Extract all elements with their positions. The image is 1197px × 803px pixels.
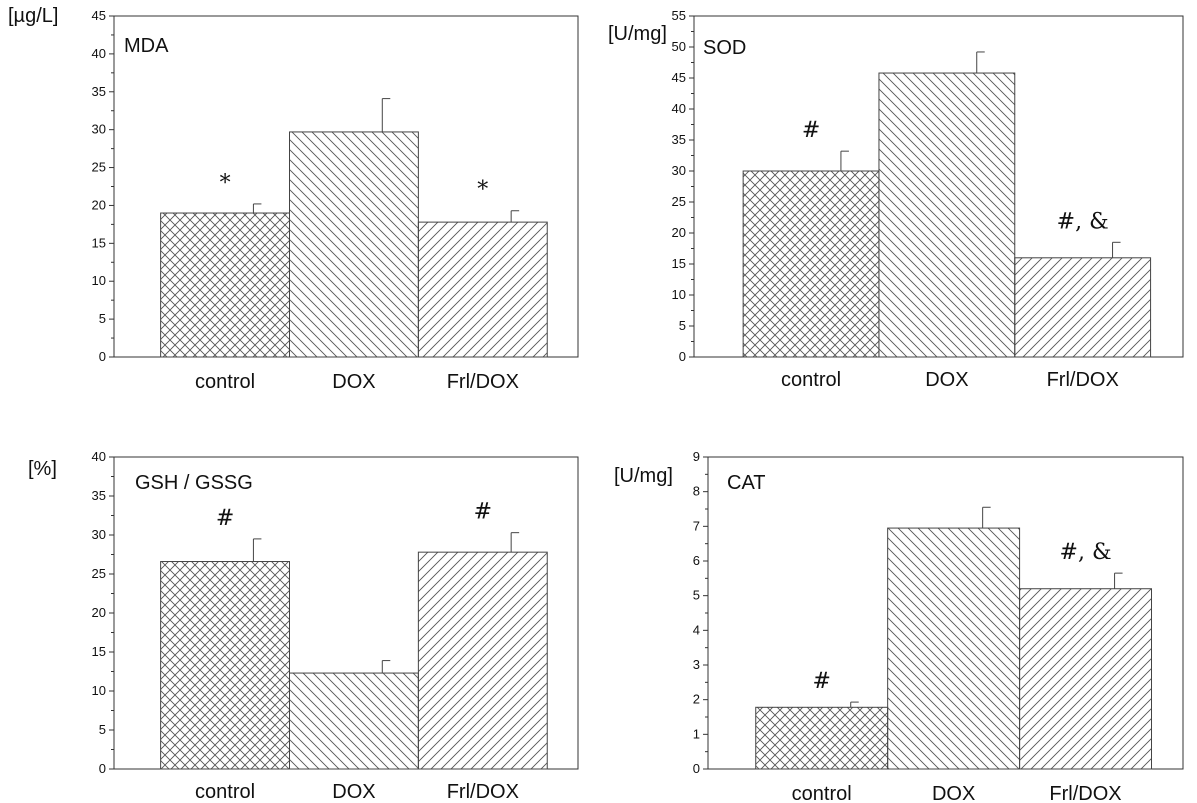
y-tick-label: 40 [92,46,106,61]
y-axis-unit-label: [%] [28,458,57,480]
y-tick-label: 10 [92,683,106,698]
y-tick-label: 40 [92,449,106,464]
y-tick-label: 10 [672,287,686,302]
y-tick-label: 3 [693,657,700,672]
y-tick-label: 25 [672,194,686,209]
panel-title: CAT [727,472,766,494]
y-tick-label: 15 [672,256,686,271]
x-category-label: DOX [925,369,968,391]
bar-dox [887,527,1021,770]
y-tick-label: 45 [92,8,106,23]
y-tick-label: 50 [672,39,686,54]
y-tick-label: 1 [693,726,700,741]
bar-dox [289,131,419,358]
y-tick-label: 20 [672,225,686,240]
significance-marker: # [474,500,492,525]
bar-control [160,212,291,358]
y-axis-unit-label: [U/mg] [608,23,667,45]
x-category-label: Frl/DOX [1047,369,1119,391]
bar-frl-dox [417,221,548,358]
y-tick-label: 5 [693,588,700,603]
bar-dox [289,672,419,770]
y-tick-label: 5 [679,318,686,333]
y-tick-label: 0 [679,349,686,364]
panel-title: GSH / GSSG [135,472,253,494]
x-category-label: control [781,369,841,391]
bar-frl-dox [1014,257,1152,358]
y-tick-label: 25 [92,160,106,175]
y-tick-label: 20 [92,197,106,212]
significance-marker: * [477,178,488,203]
y-tick-label: 6 [693,553,700,568]
y-axis-unit-label: [U/mg] [614,465,673,487]
significance-marker: # [216,506,234,531]
y-tick-label: 2 [693,692,700,707]
y-tick-label: 8 [693,484,700,499]
y-tick-label: 0 [99,349,106,364]
y-tick-label: 5 [99,311,106,326]
x-category-label: Frl/DOX [447,781,519,803]
y-tick-label: 15 [92,235,106,250]
y-tick-label: 0 [99,761,106,776]
panel-title: SOD [703,37,746,59]
bar-control [742,170,880,358]
x-category-label: control [195,371,255,393]
x-category-label: DOX [332,371,375,393]
y-tick-label: 55 [672,8,686,23]
chart-panel-3: 0 5 10 15 20 25 30 35 40 # control DOX # Frl/DOX [%] GS… [28,449,579,803]
y-tick-label: 20 [92,605,106,620]
y-tick-label: 35 [672,132,686,147]
y-tick-label: 10 [92,273,106,288]
bar-control [755,706,889,770]
x-category-label: DOX [332,781,375,803]
y-tick-label: 30 [92,122,106,137]
y-tick-label: 4 [693,622,700,637]
y-tick-label: 15 [92,644,106,659]
y-tick-label: 35 [92,84,106,99]
y-tick-label: 7 [693,518,700,533]
y-tick-label: 9 [693,449,700,464]
y-axis-unit-label: [µg/L] [8,5,58,27]
x-category-label: control [195,781,255,803]
significance-marker: #, & [1060,540,1112,565]
x-category-label: DOX [932,783,975,803]
chart-panel-4: 0 1 2 3 4 5 6 7 8 9 # control DOX #, & Frl/DOX [U/mg] CA… [614,449,1184,803]
panel-title: MDA [124,35,169,57]
y-tick-label: 30 [92,527,106,542]
x-category-label: Frl/DOX [1049,783,1121,803]
y-tick-label: 25 [92,566,106,581]
y-tick-label: 30 [672,163,686,178]
bar-frl-dox [417,551,548,770]
x-category-label: Frl/DOX [447,371,519,393]
significance-marker: # [812,669,830,694]
y-tick-label: 40 [672,101,686,116]
y-tick-label: 5 [99,722,106,737]
chart-panel-1: 0 5 10 15 20 25 30 35 40 45 * control DOX * Frl/DOX [µg… [8,5,579,393]
y-tick-label: 0 [693,761,700,776]
significance-marker: # [802,118,820,143]
bar-control [160,561,291,770]
bar-frl-dox [1019,588,1153,770]
y-tick-label: 45 [672,70,686,85]
bar-dox [878,72,1016,358]
x-category-label: control [792,783,852,803]
significance-marker: #, & [1057,209,1109,234]
significance-marker: * [220,171,231,196]
chart-panel-2: 0 5 10 15 20 25 30 35 40 45 50 55 # control DOX #, & Frl… [608,8,1184,391]
y-tick-label: 35 [92,488,106,503]
